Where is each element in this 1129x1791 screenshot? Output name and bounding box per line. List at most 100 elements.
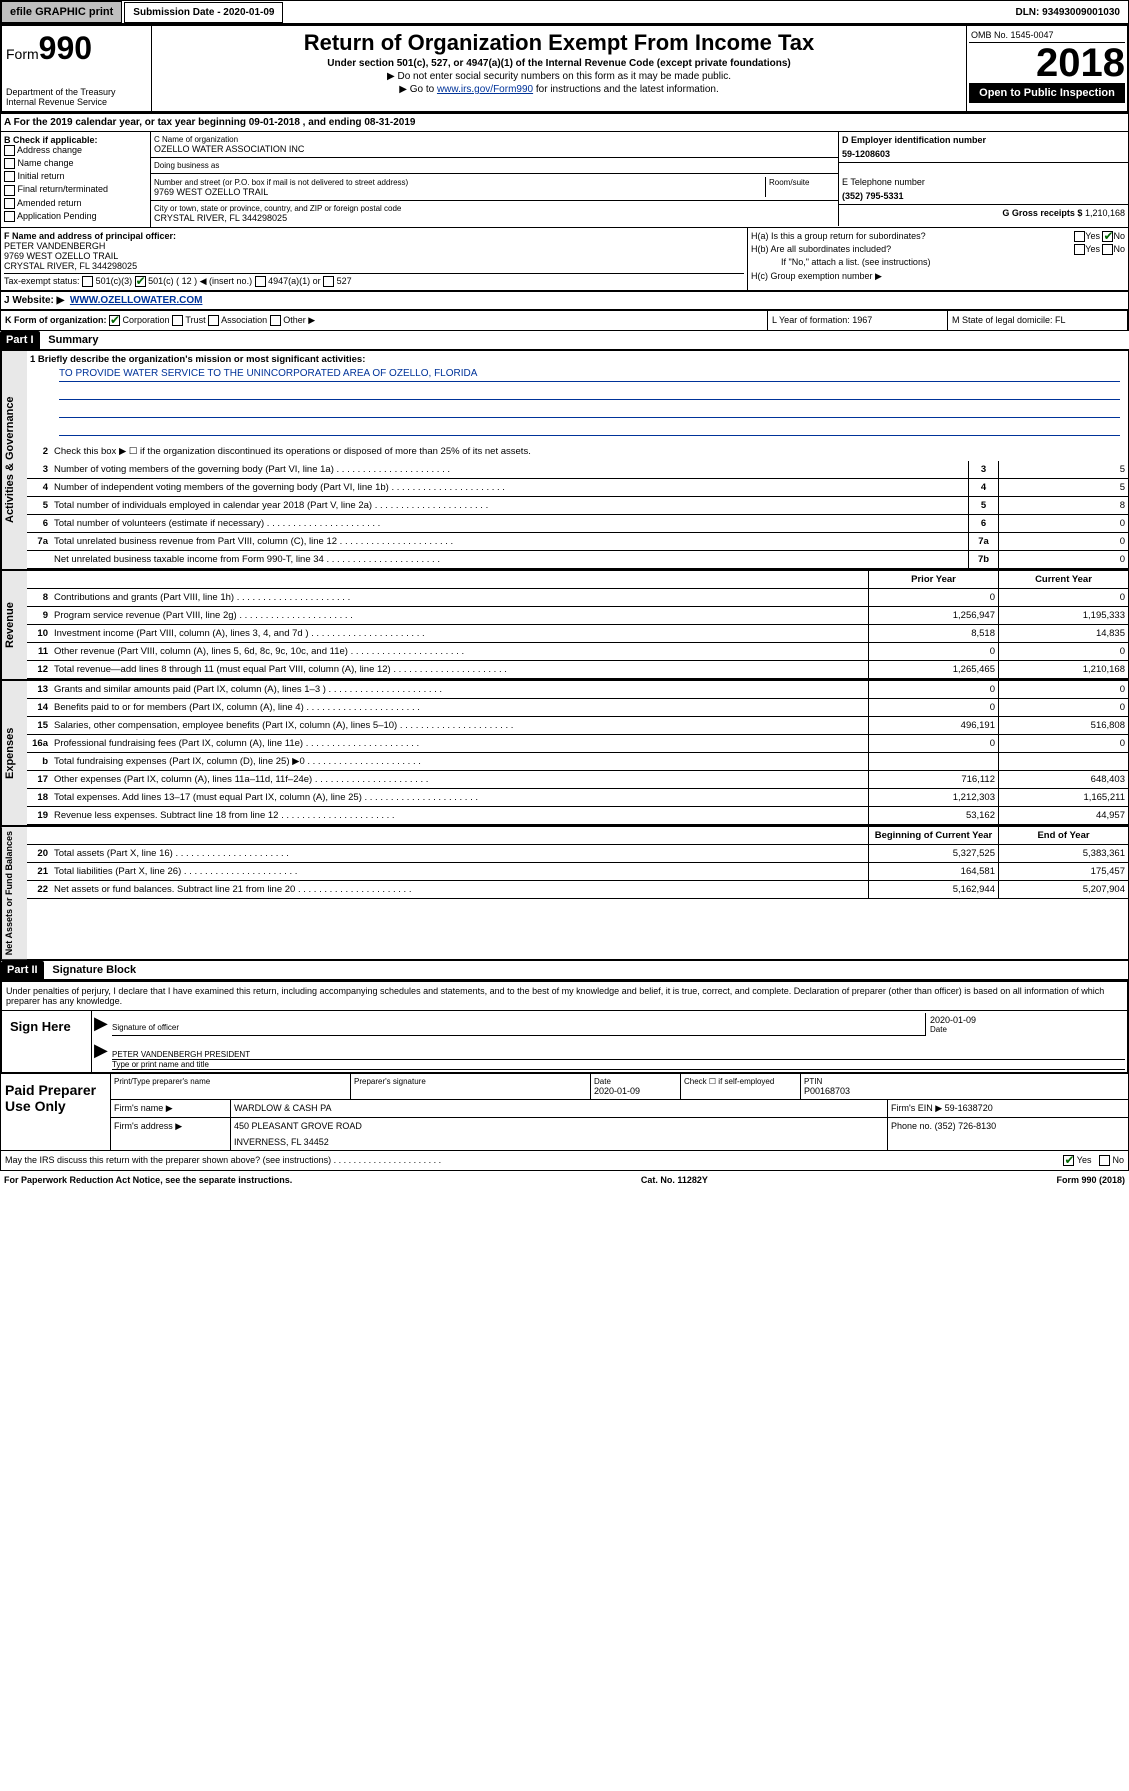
dln: DLN: 93493009001030	[1007, 3, 1128, 22]
k-lbl: K Form of organization:	[5, 315, 107, 325]
firm-name-lbl: Firm's name ▶	[111, 1100, 231, 1117]
form-header: Form990 Department of the Treasury Inter…	[0, 24, 1129, 113]
prep-date-lbl: Date	[594, 1077, 677, 1086]
mission-blank3	[59, 422, 1120, 436]
chk-pending[interactable]: Application Pending	[4, 211, 147, 222]
block-bcde: B Check if applicable: Address change Na…	[0, 132, 1129, 227]
chk-4947[interactable]	[255, 276, 266, 287]
side-governance: Activities & Governance	[1, 351, 27, 569]
open-public-badge: Open to Public Inspection	[969, 83, 1125, 103]
officer-addr2: CRYSTAL RIVER, FL 344298025	[4, 261, 744, 271]
addr-val: 9769 WEST OZELLO TRAIL	[154, 187, 268, 197]
chk-501c3[interactable]	[82, 276, 93, 287]
self-emp: Check ☐ if self-employed	[681, 1074, 801, 1099]
part1-title: Summary	[48, 334, 98, 346]
chk-corp[interactable]	[109, 315, 120, 326]
chk-assoc[interactable]	[208, 315, 219, 326]
form-title: Return of Organization Exempt From Incom…	[158, 30, 960, 56]
officer-addr1: 9769 WEST OZELLO TRAIL	[4, 251, 744, 261]
sig-date-val: 2020-01-09	[930, 1015, 1121, 1025]
hb-lbl: H(b) Are all subordinates included?	[751, 244, 891, 255]
cat-no: Cat. No. 11282Y	[641, 1175, 708, 1185]
side-revenue: Revenue	[1, 571, 27, 679]
website-link[interactable]: WWW.OZELLOWATER.COM	[70, 295, 203, 306]
ptin-lbl: PTIN	[804, 1077, 1125, 1086]
part1-tag: Part I	[0, 331, 40, 349]
irs-link[interactable]: www.irs.gov/Form990	[437, 84, 533, 95]
l-year: L Year of formation: 1967	[768, 311, 948, 330]
mission-blank1	[59, 386, 1120, 400]
prep-sig-lbl: Preparer's signature	[354, 1077, 587, 1086]
ha-no[interactable]	[1102, 231, 1113, 242]
row-k: K Form of organization: Corporation Trus…	[0, 310, 1129, 331]
sign-here-lbl: Sign Here	[2, 1011, 92, 1072]
hb-note: If "No," attach a list. (see instruction…	[781, 257, 1125, 267]
tax-year: 2018	[969, 43, 1125, 83]
ssn-note: ▶ Do not enter social security numbers o…	[158, 71, 960, 82]
discuss-yes[interactable]	[1063, 1155, 1074, 1166]
row-j-website: J Website: ▶ WWW.OZELLOWATER.COM	[0, 291, 1129, 310]
gross-val: 1,210,168	[1085, 208, 1125, 218]
hb-yes[interactable]	[1074, 244, 1085, 255]
part2-title: Signature Block	[52, 964, 136, 976]
firm-phone-lbl: Phone no.	[891, 1121, 932, 1131]
firm-addr-lbl: Firm's address ▶	[111, 1118, 231, 1150]
ha-lbl: H(a) Is this a group return for subordin…	[751, 231, 926, 242]
efile-btn[interactable]: efile GRAPHIC print	[1, 1, 122, 23]
chk-527[interactable]	[323, 276, 334, 287]
submission-date: Submission Date - 2020-01-09	[124, 2, 283, 23]
q1-lbl: 1 Briefly describe the organization's mi…	[30, 354, 1125, 365]
j-lbl: J Website: ▶	[4, 295, 64, 306]
dba-lbl: Doing business as	[154, 161, 835, 170]
chk-amended[interactable]: Amended return	[4, 198, 147, 209]
hc-lbl: H(c) Group exemption number ▶	[751, 271, 1125, 282]
q2-text: Check this box ▶ ☐ if the organization d…	[51, 443, 1128, 461]
dept-label: Department of the Treasury Internal Reve…	[6, 87, 147, 107]
f-lbl: F Name and address of principal officer:	[4, 231, 744, 241]
chk-final[interactable]: Final return/terminated	[4, 184, 147, 195]
prep-date-val: 2020-01-09	[594, 1086, 677, 1096]
side-netassets: Net Assets or Fund Balances	[1, 827, 27, 959]
chk-address[interactable]: Address change	[4, 145, 147, 156]
mission-blank2	[59, 404, 1120, 418]
org-name: OZELLO WATER ASSOCIATION INC	[154, 144, 835, 154]
form-footer: Form 990 (2018)	[1056, 1175, 1125, 1185]
sig-arrow1: ▶	[94, 1013, 112, 1036]
officer-typed: PETER VANDENBERGH PRESIDENT	[112, 1050, 1125, 1060]
row-a-taxyear: A For the 2019 calendar year, or tax yea…	[0, 113, 1129, 132]
discuss-text: May the IRS discuss this return with the…	[5, 1155, 441, 1166]
hdr-begin: Beginning of Current Year	[868, 827, 998, 844]
prep-name-lbl: Print/Type preparer's name	[114, 1077, 347, 1086]
part2-tag: Part II	[1, 961, 44, 979]
firm-addr1: 450 PLEASANT GROVE ROAD	[234, 1121, 884, 1131]
ein-val: 59-1208603	[842, 149, 1125, 159]
discuss-no[interactable]	[1099, 1155, 1110, 1166]
box-b: B Check if applicable: Address change Na…	[1, 132, 151, 227]
mission-text: TO PROVIDE WATER SERVICE TO THE UNINCORP…	[59, 368, 1120, 382]
paperwork-note: For Paperwork Reduction Act Notice, see …	[4, 1175, 292, 1185]
ha-yes[interactable]	[1074, 231, 1085, 242]
c-name-lbl: C Name of organization	[154, 135, 835, 144]
hdr-prior: Prior Year	[868, 571, 998, 588]
e-phone-lbl: E Telephone number	[842, 177, 1125, 187]
chk-initial[interactable]: Initial return	[4, 171, 147, 182]
d-ein-lbl: D Employer identification number	[842, 135, 1125, 145]
note2-post: for instructions and the latest informat…	[533, 84, 719, 95]
row-fh: F Name and address of principal officer:…	[0, 227, 1129, 291]
chk-501c[interactable]	[135, 276, 146, 287]
chk-other[interactable]	[270, 315, 281, 326]
hb-no[interactable]	[1102, 244, 1113, 255]
addr-lbl: Number and street (or P.O. box if mail i…	[154, 178, 408, 187]
chk-trust[interactable]	[172, 315, 183, 326]
perjury-text: Under penalties of perjury, I declare th…	[2, 982, 1127, 1010]
firm-ein-lbl: Firm's EIN ▶	[891, 1103, 942, 1113]
sig-arrow2: ▶	[94, 1040, 112, 1070]
form-number: 990	[39, 30, 92, 66]
tax-status-lbl: Tax-exempt status:	[4, 276, 80, 286]
m-state: M State of legal domicile: FL	[948, 311, 1128, 330]
phone-val: (352) 795-5331	[842, 191, 1125, 201]
chk-name[interactable]: Name change	[4, 158, 147, 169]
paid-preparer-lbl: Paid Preparer Use Only	[1, 1074, 111, 1150]
firm-name: WARDLOW & CASH PA	[231, 1100, 888, 1117]
form-prefix: Form	[6, 46, 39, 62]
